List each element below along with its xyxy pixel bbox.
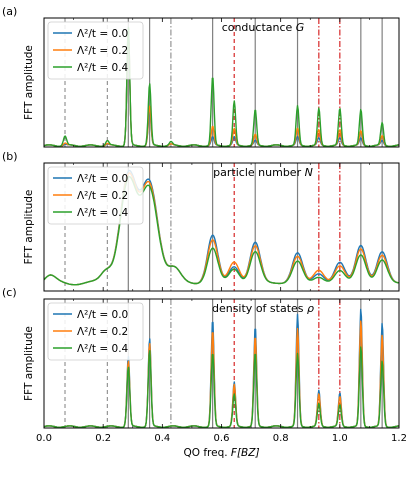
legend-entry-2: Λ²/t = 0.4 bbox=[77, 343, 129, 355]
legend-entry-1: Λ²/t = 0.2 bbox=[77, 326, 128, 338]
x-tick-label: 0.6 bbox=[214, 433, 230, 444]
x-tick-label: 0.4 bbox=[154, 433, 170, 444]
legend: Λ²/t = 0.0 Λ²/t = 0.2 Λ²/t = 0.4 bbox=[47, 21, 144, 80]
legend-entry-1: Λ²/t = 0.2 bbox=[77, 190, 128, 202]
panel-title-symbol: ρ bbox=[307, 302, 314, 315]
legend-entry-1: Λ²/t = 0.2 bbox=[77, 45, 128, 57]
series-line-2 bbox=[44, 176, 399, 286]
panel-title: density of states ρ bbox=[212, 302, 314, 315]
x-tick-label: 0.0 bbox=[36, 433, 52, 444]
y-axis-label: FFT amplitude bbox=[23, 326, 35, 401]
legend: Λ²/t = 0.0 Λ²/t = 0.2 Λ²/t = 0.4 bbox=[47, 302, 144, 361]
legend-box bbox=[47, 166, 144, 225]
panel-title: conductance G bbox=[222, 21, 305, 34]
x-tick-label: 1.2 bbox=[391, 433, 407, 444]
panel-title: particle number N bbox=[213, 166, 313, 179]
y-axis-label: FFT amplitude bbox=[23, 190, 35, 265]
legend-entry-2: Λ²/t = 0.4 bbox=[77, 207, 129, 219]
legend-box bbox=[47, 21, 144, 80]
panel-title-symbol: N bbox=[305, 166, 313, 179]
panel-title-symbol: G bbox=[296, 21, 305, 34]
legend-box bbox=[47, 302, 144, 361]
x-tick-label: 1.0 bbox=[332, 433, 348, 444]
chart-panel-b: (b) particle number N FFT amplitude Λ²/t = … bbox=[2, 150, 400, 292]
x-tick-label: 0.2 bbox=[95, 433, 111, 444]
legend-entry-0: Λ²/t = 0.0 bbox=[77, 173, 128, 185]
x-tick-label: 0.8 bbox=[273, 433, 289, 444]
panel-label: (c) bbox=[2, 286, 17, 299]
x-axis-label: QO freq. F[BZ] bbox=[183, 447, 259, 459]
panel-label: (a) bbox=[2, 5, 17, 18]
panel-label: (b) bbox=[2, 150, 18, 163]
legend: Λ²/t = 0.0 Λ²/t = 0.2 Λ²/t = 0.4 bbox=[47, 166, 144, 225]
legend-entry-2: Λ²/t = 0.4 bbox=[77, 62, 129, 74]
chart-panel-c: (c) density of states ρ FFT amplitude Λ²/t … bbox=[2, 286, 400, 429]
x-axis-label-symbol: F[BZ] bbox=[231, 447, 260, 459]
legend-entry-0: Λ²/t = 0.0 bbox=[77, 28, 128, 40]
legend-entry-0: Λ²/t = 0.0 bbox=[77, 309, 128, 321]
y-axis-label: FFT amplitude bbox=[23, 45, 35, 120]
